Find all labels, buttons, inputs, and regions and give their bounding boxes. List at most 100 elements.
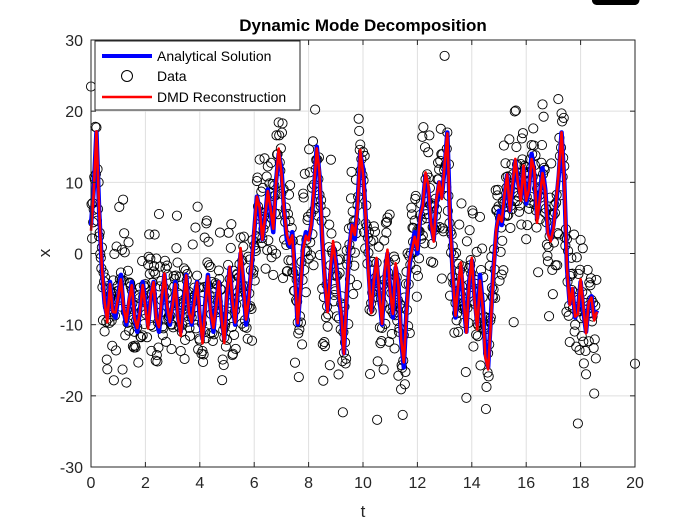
data-point xyxy=(569,326,580,337)
data-point xyxy=(99,326,110,337)
data-point xyxy=(102,364,113,375)
legend-data-label: Data xyxy=(157,68,187,84)
data-point xyxy=(528,140,539,151)
data-point xyxy=(324,360,335,371)
data-point xyxy=(528,123,539,134)
data-point xyxy=(319,341,330,352)
data-point xyxy=(192,201,203,212)
data-point xyxy=(143,251,154,262)
data-point xyxy=(365,368,376,380)
data-point xyxy=(123,237,134,248)
data-point xyxy=(230,343,241,354)
data-point xyxy=(307,136,319,147)
data-point xyxy=(380,217,391,228)
data-point xyxy=(424,130,435,141)
data-point xyxy=(379,235,390,246)
x-tick-label: 6 xyxy=(250,475,259,492)
data-point xyxy=(251,175,262,187)
data-point xyxy=(591,274,602,285)
legend-data-marker xyxy=(121,70,133,82)
data-point xyxy=(553,229,564,240)
data-point xyxy=(190,222,201,233)
data-point xyxy=(109,248,120,259)
data-point xyxy=(577,243,588,254)
data-point xyxy=(477,243,488,254)
data-point xyxy=(439,50,450,61)
data-point xyxy=(368,221,379,232)
data-point xyxy=(101,354,112,365)
data-point xyxy=(378,364,389,375)
data-point xyxy=(157,329,168,341)
data-point xyxy=(521,234,532,245)
data-point xyxy=(578,336,589,347)
data-point xyxy=(184,330,196,341)
data-point xyxy=(510,105,521,116)
data-point xyxy=(214,227,225,238)
data-point xyxy=(353,113,364,124)
data-point xyxy=(548,237,559,248)
data-point xyxy=(226,321,237,333)
data-point xyxy=(171,243,182,254)
ticks: 0 2 4 6 8 10 12 14 16 18 20 -30 -20 -10 0 10 20 30 xyxy=(60,33,644,492)
data-point xyxy=(225,242,236,253)
data-point xyxy=(589,334,600,345)
data-point xyxy=(419,142,431,153)
data-point xyxy=(213,265,224,276)
data-point xyxy=(481,381,492,393)
data-point xyxy=(572,418,583,429)
legend-analytical-label: Analytical Solution xyxy=(157,48,271,64)
data-point xyxy=(153,342,164,353)
data-point xyxy=(166,344,177,355)
data-point xyxy=(412,270,423,282)
data-point xyxy=(267,245,278,256)
data-point xyxy=(218,360,229,371)
data-point xyxy=(547,289,558,300)
data-point xyxy=(575,264,586,275)
data-point xyxy=(261,171,272,182)
data-point xyxy=(509,106,520,117)
data-point xyxy=(116,244,128,255)
data-point xyxy=(325,154,336,165)
data-point xyxy=(381,216,392,227)
data-point xyxy=(135,332,147,343)
data-point xyxy=(111,241,122,252)
data-point xyxy=(285,180,296,191)
data-point xyxy=(207,335,218,346)
data-point xyxy=(274,130,285,141)
data-point xyxy=(351,280,363,291)
data-point xyxy=(178,263,190,274)
data-point xyxy=(289,357,301,368)
data-point xyxy=(544,311,555,322)
data-point xyxy=(517,128,528,139)
data-point xyxy=(498,140,509,151)
data-point xyxy=(556,108,567,119)
data-point xyxy=(464,225,475,236)
data-point xyxy=(322,321,333,332)
data-point xyxy=(435,123,446,134)
data-point xyxy=(571,341,582,352)
data-point xyxy=(152,356,163,367)
data-point xyxy=(381,227,392,238)
data-point xyxy=(461,392,472,403)
data-point xyxy=(399,379,410,390)
data-point xyxy=(320,312,332,323)
data-point xyxy=(468,341,479,352)
data-point xyxy=(574,345,585,356)
data-point xyxy=(460,367,471,378)
data-point xyxy=(203,260,215,271)
data-point xyxy=(534,214,545,225)
data-point xyxy=(149,261,160,272)
data-point xyxy=(382,212,393,223)
data-point xyxy=(153,209,165,220)
plot-area: 0 2 4 6 8 10 12 14 16 18 20 -30 -20 -10 0 10 20 30 xyxy=(60,0,644,492)
data-point xyxy=(310,104,321,115)
data-point xyxy=(492,190,503,201)
data-point xyxy=(87,233,98,244)
data-point xyxy=(227,348,239,359)
dmd-reconstruction-line xyxy=(89,130,599,371)
data-point xyxy=(194,335,205,346)
data-point xyxy=(118,194,129,205)
data-point xyxy=(150,268,161,279)
data-point xyxy=(576,330,587,342)
data-point xyxy=(508,317,519,328)
